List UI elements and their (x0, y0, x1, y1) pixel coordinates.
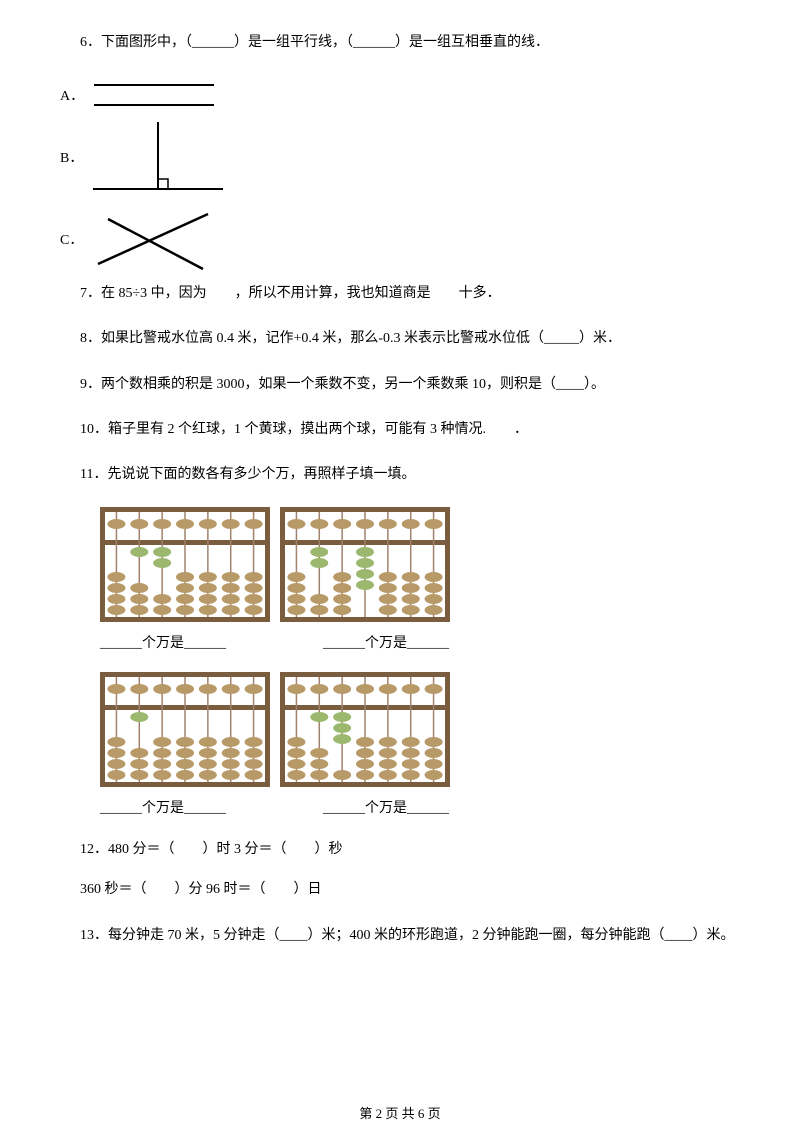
question-11: 11．先说说下面的数各有多少个万，再照样子填一填。 (60, 462, 740, 487)
caption-1a: ______个万是______ (100, 636, 226, 651)
abacus-2 (280, 507, 450, 622)
q6-text: 6．下面图形中，（______）是一组平行线，（______）是一组互相垂直的线… (80, 30, 740, 55)
question-10: 10．箱子里有 2 个红球，1 个黄球，摸出两个球，可能有 3 种情况. ． (60, 417, 740, 442)
question-6: 6．下面图形中，（______）是一组平行线，（______）是一组互相垂直的线… (60, 30, 740, 55)
q11-text: 11．先说说下面的数各有多少个万，再照样子填一填。 (80, 462, 740, 487)
abacus-caption-1: ______个万是______ ______个万是______ (100, 632, 740, 652)
q12-line1: 12．480 分＝（ ）时 3 分＝（ ）秒 (80, 837, 740, 862)
option-c-label: C． (60, 229, 83, 249)
caption-1b: ______个万是______ (323, 636, 449, 651)
abacus-1 (100, 507, 270, 622)
option-b-label: B． (60, 147, 83, 167)
intersecting-lines-icon (88, 199, 218, 279)
q13-text: 13．每分钟走 70 米，5 分钟走（____）米；400 米的环形跑道，2 分… (80, 923, 740, 948)
question-9: 9．两个数相乘的积是 3000，如果一个乘数不变，另一个乘数乘 10，则积是（_… (60, 372, 740, 397)
q9-text: 9．两个数相乘的积是 3000，如果一个乘数不变，另一个乘数乘 10，则积是（_… (80, 372, 740, 397)
q12-line2: 360 秒＝（ ）分 96 时＝（ ）日 (80, 877, 740, 902)
abacus-4 (280, 672, 450, 787)
abacus-caption-2: ______个万是______ ______个万是______ (100, 797, 740, 817)
caption-2a: ______个万是______ (100, 801, 226, 816)
perpendicular-lines-icon (88, 117, 228, 197)
q6-option-b: B． (60, 117, 740, 197)
abacus-row-2 (100, 672, 740, 787)
parallel-lines-icon (89, 75, 219, 115)
caption-2b: ______个万是______ (323, 801, 449, 816)
question-7: 7．在 85÷3 中，因为 ，所以不用计算，我也知道商是 十多． (60, 281, 740, 306)
q8-text: 8．如果比警戒水位高 0.4 米，记作+0.4 米，那么-0.3 米表示比警戒水… (80, 326, 740, 351)
question-8: 8．如果比警戒水位高 0.4 米，记作+0.4 米，那么-0.3 米表示比警戒水… (60, 326, 740, 351)
q7-text: 7．在 85÷3 中，因为 ，所以不用计算，我也知道商是 十多． (80, 281, 740, 306)
q10-text: 10．箱子里有 2 个红球，1 个黄球，摸出两个球，可能有 3 种情况. ． (80, 417, 740, 442)
q6-option-c: C． (60, 199, 740, 279)
question-13: 13．每分钟走 70 米，5 分钟走（____）米；400 米的环形跑道，2 分… (60, 923, 740, 948)
abacus-3 (100, 672, 270, 787)
q6-option-a: A． (60, 75, 740, 115)
page-footer: 第 2 页 共 6 页 (0, 1103, 800, 1122)
question-12: 12．480 分＝（ ）时 3 分＝（ ）秒 360 秒＝（ ）分 96 时＝（… (60, 837, 740, 902)
option-a-label: A． (60, 85, 84, 105)
abacus-row-1 (100, 507, 740, 622)
